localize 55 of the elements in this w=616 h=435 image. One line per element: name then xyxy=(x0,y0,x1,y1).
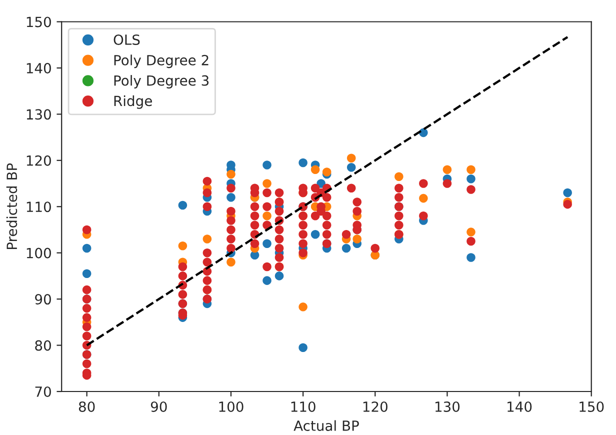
point xyxy=(262,211,272,220)
x-tick-label: 130 xyxy=(435,401,460,412)
point xyxy=(226,258,236,266)
point xyxy=(563,188,572,198)
x-tick-label: 120 xyxy=(363,401,388,412)
y-tick-label: 150 xyxy=(26,16,51,28)
legend-label: OLS xyxy=(114,34,140,45)
x-tick-label: 110 xyxy=(291,401,316,412)
point xyxy=(346,154,356,162)
x-tick-label: 90 xyxy=(150,401,167,412)
y-axis-title: Predicted BP xyxy=(6,163,18,250)
point xyxy=(342,244,351,253)
point xyxy=(82,269,92,278)
point xyxy=(262,276,272,285)
y-tick-label: 120 xyxy=(26,155,51,166)
y-tick-label: 140 xyxy=(26,62,51,74)
point xyxy=(178,242,188,250)
point xyxy=(274,272,284,280)
point xyxy=(178,200,188,210)
point xyxy=(82,244,92,253)
x-tick-label: 100 xyxy=(219,401,244,412)
y-tick-label: 100 xyxy=(26,248,51,258)
point xyxy=(310,165,320,174)
point xyxy=(466,174,476,184)
point xyxy=(346,162,356,172)
point xyxy=(298,343,308,352)
point xyxy=(322,168,332,176)
point xyxy=(352,234,362,244)
point xyxy=(466,228,476,236)
legend-label: Poly Degree 2 xyxy=(114,54,208,68)
y-tick-label: 90 xyxy=(35,294,51,305)
point xyxy=(419,194,428,203)
point xyxy=(262,160,272,170)
point xyxy=(262,179,272,188)
point xyxy=(442,165,452,174)
point xyxy=(298,158,308,168)
legend-label: Ridge xyxy=(114,95,152,109)
y-tick-label: 130 xyxy=(26,109,51,120)
x-tick-label: 140 xyxy=(508,401,532,412)
point xyxy=(394,172,404,181)
legend-label: Poly Degree 3 xyxy=(114,75,209,88)
y-tick-label: 70 xyxy=(35,386,51,397)
point xyxy=(226,170,236,179)
point xyxy=(466,165,476,174)
x-tick-label: 150 xyxy=(580,401,604,412)
point xyxy=(298,302,308,312)
y-tick-label: 80 xyxy=(35,340,51,351)
point xyxy=(226,192,236,202)
point xyxy=(310,230,320,239)
x-axis-title: Actual BP xyxy=(294,420,359,431)
y-tick-label: 110 xyxy=(26,202,51,212)
point xyxy=(202,234,212,244)
point xyxy=(466,253,476,262)
point xyxy=(262,239,272,248)
x-tick-label: 80 xyxy=(78,401,95,412)
